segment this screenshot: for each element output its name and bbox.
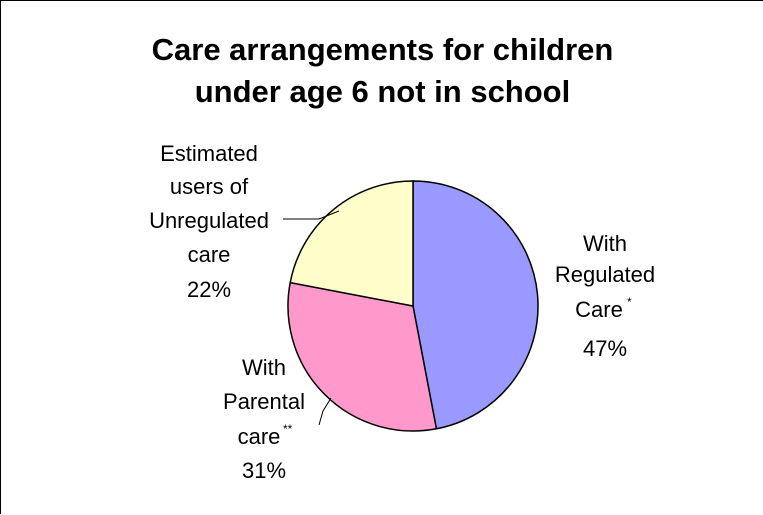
slice-label-line: Unregulated: [149, 208, 269, 233]
slice-label-line: Parental: [223, 389, 305, 414]
slice-label-line: care: [238, 424, 281, 449]
slice-label-line: With: [242, 355, 286, 380]
chart-title: Care arrangements for children under age…: [1, 29, 763, 113]
slice-label-parental-care: With Parental care ** 31%: [223, 355, 305, 483]
slice-label-unregulated-care: Estimated users of Unregulated care 22%: [149, 141, 269, 302]
slice-value-label: 31%: [242, 458, 286, 483]
leader-lines: [283, 210, 340, 426]
leader-line-parental: [318, 397, 332, 426]
pie-slice-regulated-care: [412, 180, 539, 430]
slice-label-line: With: [583, 231, 627, 256]
slice-value-label: 47%: [583, 336, 627, 361]
pie-slice-unregulated-care: [289, 180, 414, 307]
slice-label-marker: **: [283, 422, 293, 436]
slice-value-label: 22%: [187, 277, 231, 302]
slice-label-line: care: [188, 242, 231, 267]
leader-line-unregulated: [283, 210, 340, 220]
pie-slices: [287, 180, 539, 432]
pie-slice-parental-care: [287, 281, 438, 432]
slice-label-line: Estimated: [160, 141, 258, 166]
chart-title-line-1: Care arrangements for children: [151, 32, 614, 67]
slice-label-line: users of: [170, 174, 249, 199]
slice-label-regulated-care: With Regulated Care * 47%: [555, 231, 655, 361]
slice-label-marker: *: [627, 295, 632, 309]
slice-label-line: Regulated: [555, 262, 655, 287]
chart-title-line-2: under age 6 not in school: [194, 74, 571, 109]
slice-label-line: Care: [575, 297, 623, 322]
